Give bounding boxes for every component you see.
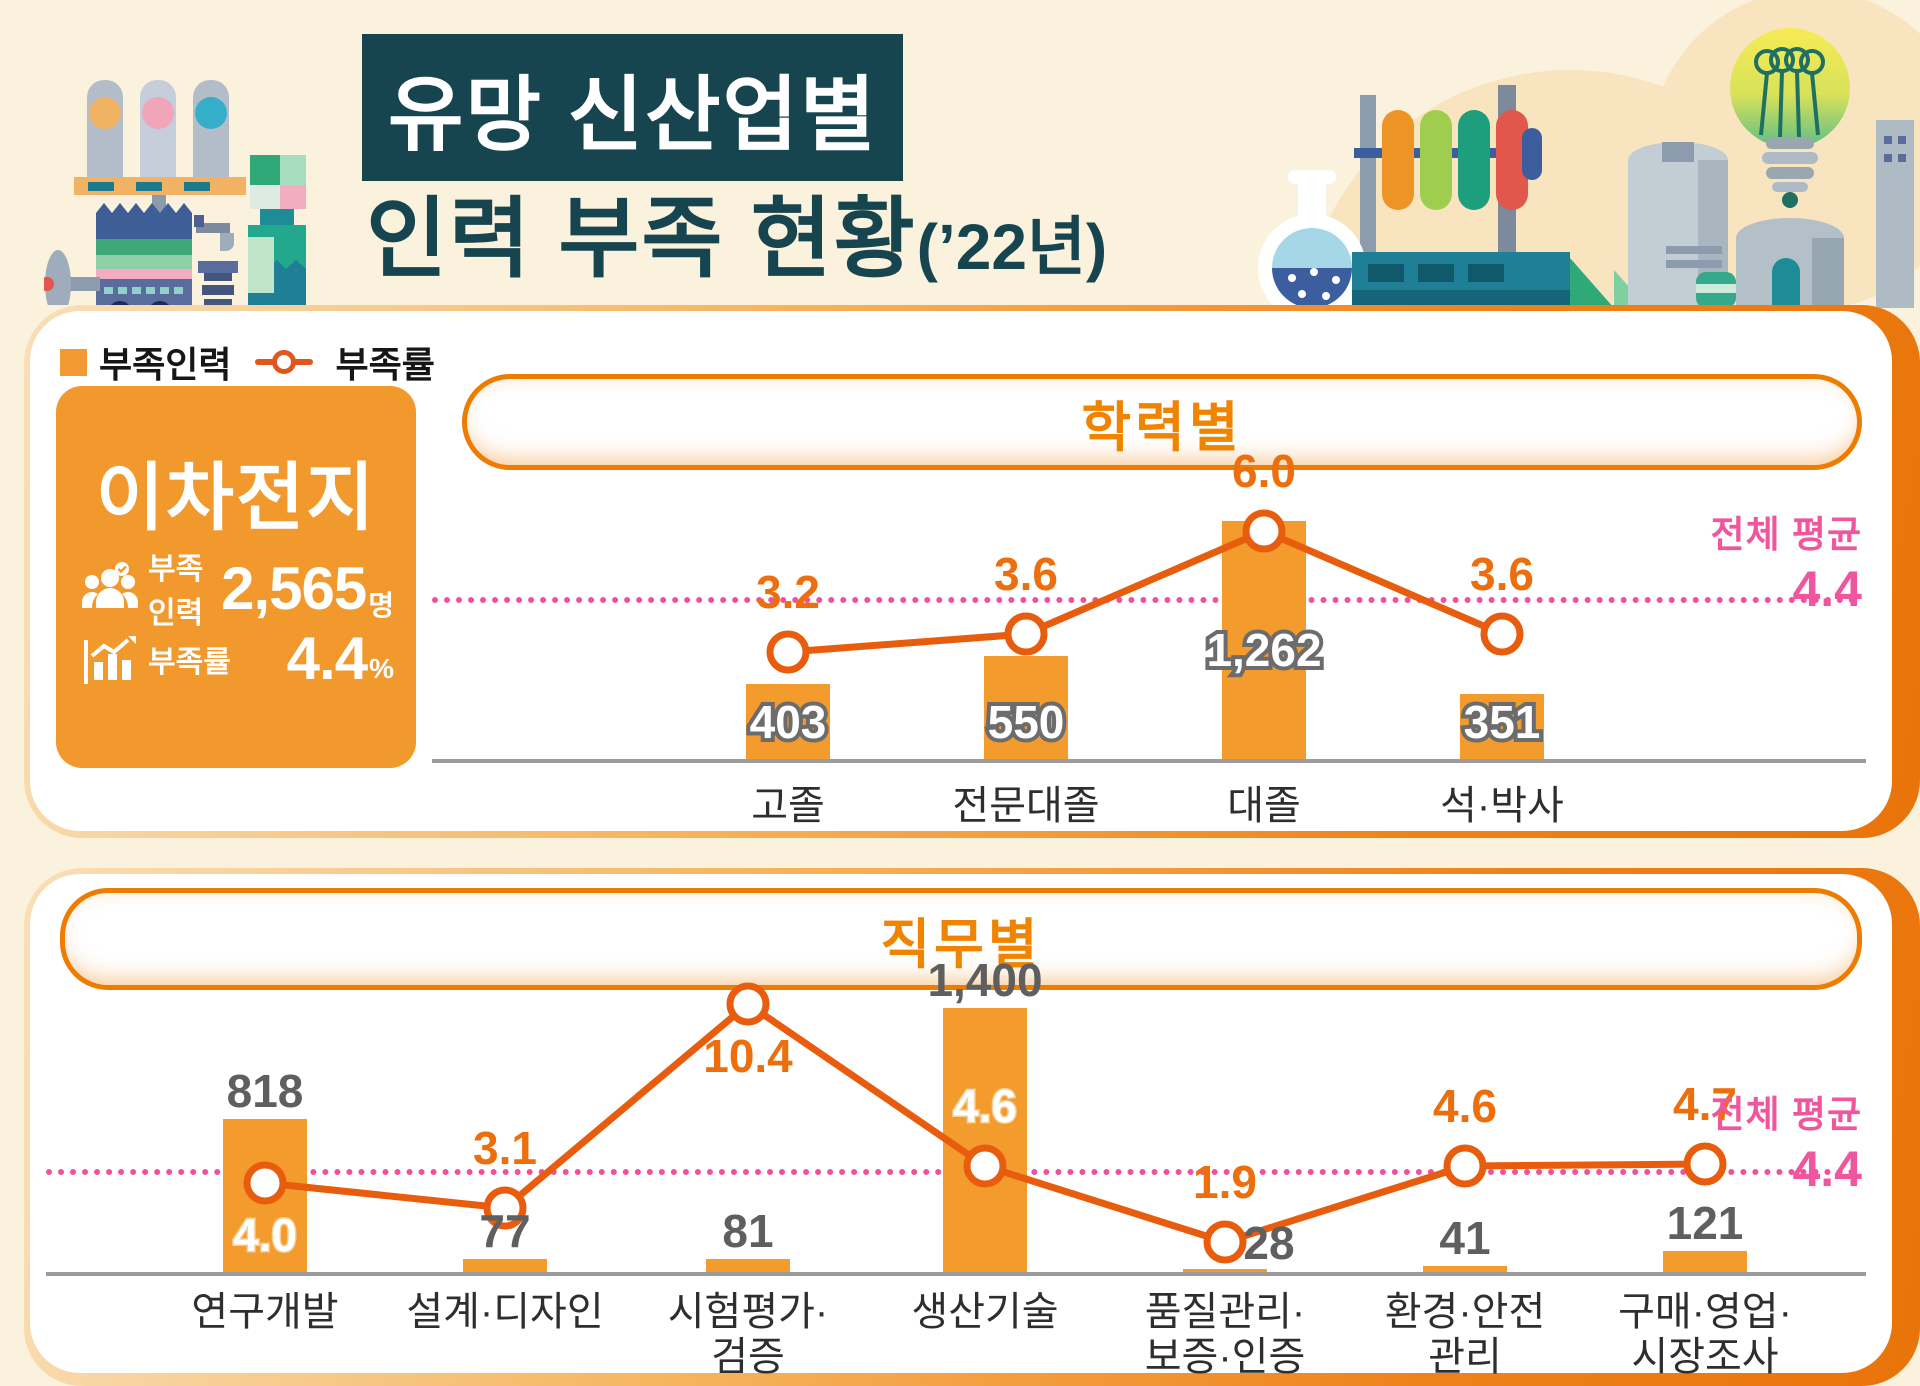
page-title-box: 유망 신산업별 (362, 34, 904, 181)
card-metric-label: 부족인력 (148, 553, 204, 630)
card-metric-label: 부족률 (148, 645, 231, 679)
section-title: 직무별 (880, 914, 1042, 975)
card-metric-row: 부족인력 2,565 명 (82, 544, 394, 632)
industry-card: 이차전지 부족인력 2,565 명 (56, 386, 416, 768)
average-annotation: 전체 평균 4.4 (1711, 504, 1862, 618)
bar-series-swatch-icon (60, 348, 87, 376)
card-metric-value: 2,565 (221, 554, 367, 622)
legend-line-label: 부족률 (335, 344, 435, 385)
line-series-marker-icon (255, 349, 314, 375)
average-label: 전체 평균 (1710, 1094, 1862, 1135)
page-title-year: (’22년) (916, 211, 1108, 283)
card-metric-value: 4.4 (286, 625, 368, 692)
bar-chart-icon (82, 633, 138, 685)
section-title: 학력별 (1081, 397, 1243, 458)
page-title-line2: 인력 부족 현황(’22년) (366, 189, 1108, 288)
card-metric-row: 부족률 4.4 % (82, 624, 394, 693)
card-metric-unit: % (369, 653, 394, 684)
people-icon (82, 562, 138, 614)
card-metric-unit: 명 (368, 590, 394, 621)
average-value: 4.4 (1792, 561, 1862, 617)
legend: 부족인력 부족률 (60, 336, 459, 388)
average-label: 전체 평균 (1710, 514, 1862, 555)
industry-name: 이차전지 (95, 456, 377, 539)
factory-illustration-left (44, 80, 306, 305)
average-annotation: 전체 평균 4.4 (1711, 1084, 1862, 1198)
industry-illustration-right (1258, 0, 1920, 308)
average-value: 4.4 (1792, 1141, 1862, 1197)
section-pill-job: 직무별 (60, 888, 1862, 990)
legend-bar-label: 부족인력 (99, 344, 232, 385)
section-pill-education: 학력별 (462, 374, 1862, 470)
page-title-line1: 유망 신산업별 (388, 70, 878, 161)
